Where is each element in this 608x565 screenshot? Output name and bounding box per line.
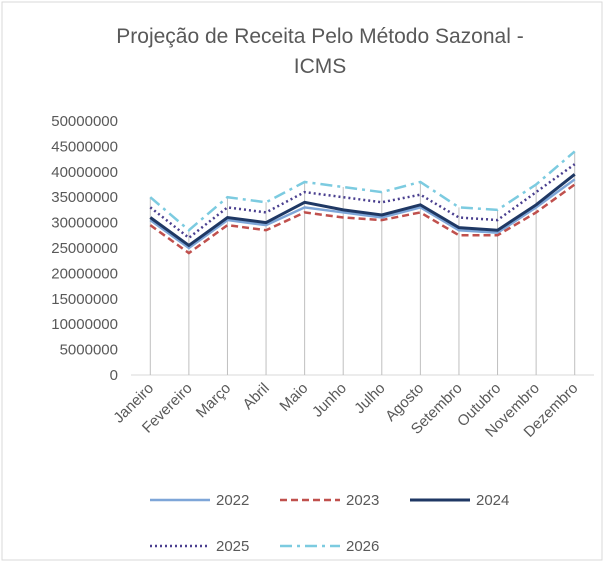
- series-line: [149, 150, 576, 232]
- x-tick-label: Abril: [240, 380, 273, 413]
- series-line: [149, 178, 576, 250]
- series-line: [149, 183, 576, 255]
- y-tick-label: 5000000: [60, 342, 118, 359]
- y-tick-label: 25000000: [51, 240, 118, 257]
- y-tick-label: 10000000: [51, 316, 118, 333]
- legend-label: 2024: [476, 492, 509, 509]
- y-tick-label: 50000000: [51, 113, 118, 130]
- y-tick-label: 45000000: [51, 138, 118, 155]
- y-tick-label: 0: [110, 367, 118, 384]
- x-tick-label: Junho: [309, 380, 350, 421]
- y-tick-label: 20000000: [51, 265, 118, 282]
- series-line: [149, 173, 576, 248]
- y-tick-label: 30000000: [51, 215, 118, 232]
- y-tick-label: 40000000: [51, 164, 118, 181]
- legend-label: 2023: [346, 492, 379, 509]
- legend-label: 2026: [346, 538, 379, 555]
- series-line: [149, 163, 576, 240]
- y-tick-label: 15000000: [51, 291, 118, 308]
- x-tick-label: Março: [193, 380, 234, 421]
- legend-label: 2022: [216, 492, 249, 509]
- y-tick-label: 35000000: [51, 189, 118, 206]
- legend-label: 2025: [216, 538, 249, 555]
- chart-title: Projeção de Receita Pelo Método Sazonal …: [116, 25, 524, 78]
- x-tick-label: Maio: [276, 380, 311, 415]
